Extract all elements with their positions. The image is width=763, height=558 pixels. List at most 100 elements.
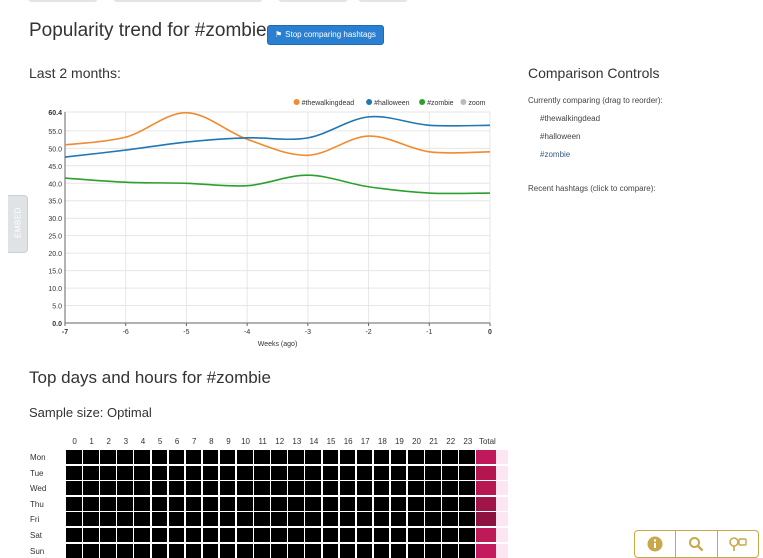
- heatmap-total-cell[interactable]: [476, 528, 497, 542]
- heatmap-cell[interactable]: [288, 465, 304, 480]
- heatmap-cell[interactable]: [100, 543, 116, 558]
- heatmap-cell[interactable]: [219, 496, 236, 511]
- search-button[interactable]: [676, 531, 718, 557]
- heatmap-cell[interactable]: [390, 528, 407, 542]
- heatmap-cell[interactable]: [356, 496, 373, 511]
- heatmap-cell[interactable]: [219, 481, 236, 496]
- heatmap-cell[interactable]: [117, 512, 133, 527]
- heatmap-cell[interactable]: [442, 465, 458, 480]
- heatmap-cell[interactable]: [185, 543, 202, 558]
- heatmap-cell[interactable]: [373, 481, 390, 496]
- heatmap-cell[interactable]: [168, 496, 185, 511]
- heatmap-cell[interactable]: [322, 450, 338, 464]
- heatmap-cell[interactable]: [100, 528, 116, 542]
- heatmap-cell[interactable]: [83, 512, 99, 527]
- heatmap-cell[interactable]: [322, 465, 338, 480]
- heatmap-cell[interactable]: [425, 496, 441, 511]
- heatmap-cell[interactable]: [339, 481, 356, 496]
- heatmap-cell[interactable]: [134, 528, 150, 542]
- heatmap-cell[interactable]: [390, 465, 407, 480]
- heatmap-cell[interactable]: [117, 528, 133, 542]
- heatmap-cell[interactable]: [100, 465, 116, 480]
- heatmap-cell[interactable]: [459, 512, 475, 527]
- heatmap-cell[interactable]: [373, 543, 390, 558]
- heatmap-cell[interactable]: [100, 450, 116, 464]
- heatmap-cell[interactable]: [100, 481, 116, 496]
- info-button[interactable]: [635, 531, 677, 557]
- heatmap-cell[interactable]: [66, 543, 82, 558]
- heatmap-cell[interactable]: [202, 496, 219, 511]
- heatmap-cell[interactable]: [117, 481, 133, 496]
- heatmap-cell[interactable]: [425, 543, 441, 558]
- heatmap-cell[interactable]: [83, 481, 99, 496]
- heatmap-cell[interactable]: [100, 496, 116, 511]
- heatmap-cell[interactable]: [254, 496, 270, 511]
- heatmap-cell[interactable]: [237, 496, 253, 511]
- heatmap-cell[interactable]: [425, 512, 441, 527]
- heatmap-cell[interactable]: [66, 496, 82, 511]
- heatmap-cell[interactable]: [168, 465, 185, 480]
- heatmap-cell[interactable]: [271, 512, 287, 527]
- heatmap-cell[interactable]: [219, 512, 236, 527]
- heatmap-cell[interactable]: [288, 496, 304, 511]
- heatmap-cell[interactable]: [271, 481, 287, 496]
- heatmap-cell[interactable]: [442, 528, 458, 542]
- heatmap-cell[interactable]: [442, 481, 458, 496]
- heatmap-cell[interactable]: [322, 481, 338, 496]
- heatmap-cell[interactable]: [117, 450, 133, 464]
- heatmap-cell[interactable]: [202, 512, 219, 527]
- comparison-item-halloween[interactable]: #halloween: [540, 132, 581, 141]
- heatmap-cell[interactable]: [151, 496, 167, 511]
- heatmap-cell[interactable]: [373, 512, 390, 527]
- heatmap-cell[interactable]: [185, 496, 202, 511]
- heatmap-cell[interactable]: [83, 543, 99, 558]
- heatmap-cell[interactable]: [459, 481, 475, 496]
- top-tab[interactable]: [278, 0, 348, 2]
- heatmap-cell[interactable]: [425, 481, 441, 496]
- heatmap-cell[interactable]: [339, 512, 356, 527]
- heatmap-cell[interactable]: [100, 512, 116, 527]
- heatmap-cell[interactable]: [356, 543, 373, 558]
- heatmap-cell[interactable]: [151, 512, 167, 527]
- heatmap-cell[interactable]: [425, 450, 441, 464]
- heatmap-cell[interactable]: [442, 496, 458, 511]
- top-tab[interactable]: [28, 0, 98, 2]
- heatmap-cell[interactable]: [66, 450, 82, 464]
- heatmap-cell[interactable]: [134, 465, 150, 480]
- heatmap-cell[interactable]: [168, 450, 185, 464]
- heatmap-cell[interactable]: [339, 496, 356, 511]
- heatmap-cell[interactable]: [442, 450, 458, 464]
- heatmap-total-cell[interactable]: [476, 543, 497, 558]
- heatmap-cell[interactable]: [271, 543, 287, 558]
- heatmap-cell[interactable]: [305, 512, 321, 527]
- heatmap-cell[interactable]: [339, 543, 356, 558]
- heatmap-cell[interactable]: [339, 528, 356, 542]
- heatmap-cell[interactable]: [168, 528, 185, 542]
- heatmap-cell[interactable]: [305, 528, 321, 542]
- heatmap-cell[interactable]: [322, 528, 338, 542]
- heatmap-cell[interactable]: [168, 543, 185, 558]
- heatmap-cell[interactable]: [271, 450, 287, 464]
- heatmap-cell[interactable]: [66, 481, 82, 496]
- heatmap-cell[interactable]: [202, 481, 219, 496]
- heatmap-cell[interactable]: [151, 465, 167, 480]
- heatmap-cell[interactable]: [459, 528, 475, 542]
- heatmap-cell[interactable]: [322, 543, 338, 558]
- heatmap-cell[interactable]: [459, 543, 475, 558]
- heatmap-cell[interactable]: [134, 543, 150, 558]
- heatmap-cell[interactable]: [288, 481, 304, 496]
- heatmap-cell[interactable]: [373, 465, 390, 480]
- heatmap-cell[interactable]: [237, 512, 253, 527]
- heatmap-cell[interactable]: [305, 481, 321, 496]
- heatmap-cell[interactable]: [151, 543, 167, 558]
- heatmap-cell[interactable]: [254, 543, 270, 558]
- heatmap-cell[interactable]: [254, 481, 270, 496]
- heatmap-cell[interactable]: [305, 543, 321, 558]
- heatmap-cell[interactable]: [185, 512, 202, 527]
- heatmap-cell[interactable]: [185, 481, 202, 496]
- embed-tab[interactable]: EMBED: [8, 195, 28, 253]
- heatmap-cell[interactable]: [408, 450, 424, 464]
- heatmap-cell[interactable]: [305, 465, 321, 480]
- heatmap-total-cell[interactable]: [476, 496, 497, 511]
- heatmap-cell[interactable]: [425, 465, 441, 480]
